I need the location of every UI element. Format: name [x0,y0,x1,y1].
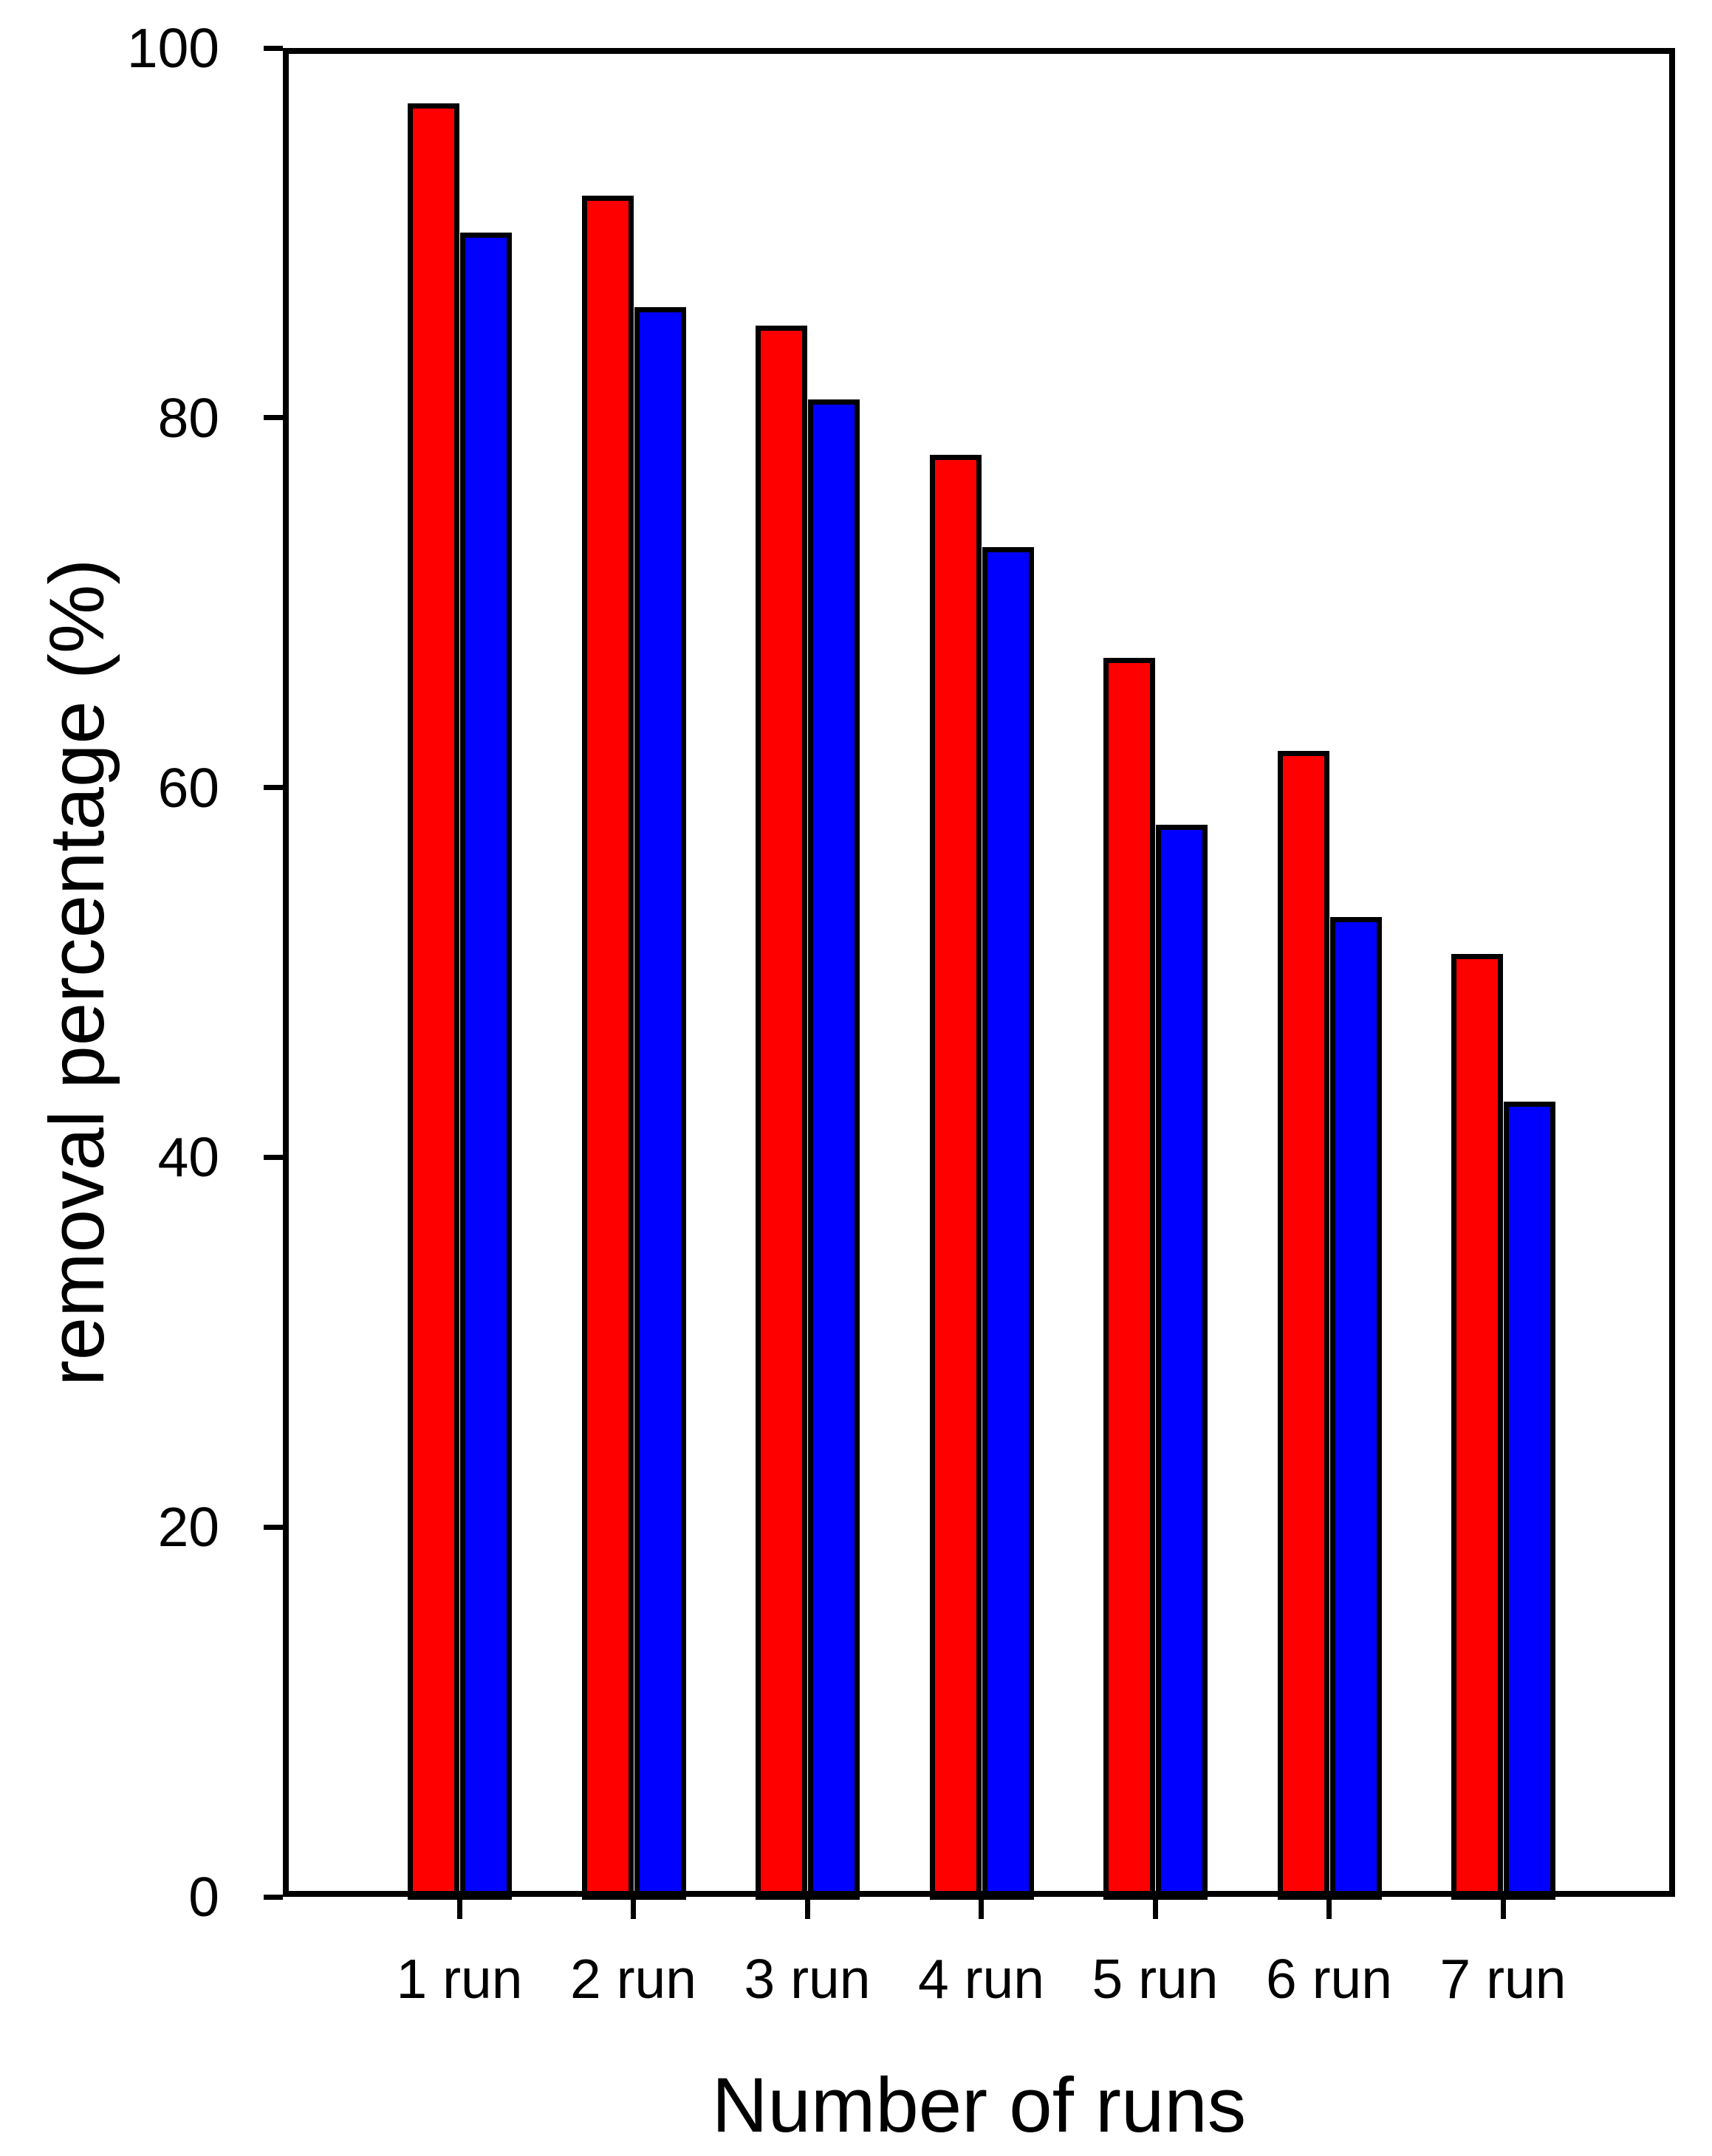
x-tick-label-7-run: 7 run [1439,1948,1567,2010]
x-tick-label-1-run: 1 run [396,1948,523,2010]
x-tick-label-3-run: 3 run [744,1948,871,2010]
x-axis-title: Number of runs [711,2062,1247,2149]
bar-blue-6-run [1329,916,1382,1900]
y-tick-0 [264,1894,283,1900]
y-tick-label-100: 100 [126,17,219,79]
x-tick-7-run [1500,1897,1506,1919]
y-tick-20 [264,1524,283,1530]
y-tick-label-40: 40 [157,1126,219,1189]
y-tick-label-0: 0 [188,1866,219,1928]
bar-red-5-run [1103,658,1155,1900]
x-tick-6-run [1326,1897,1332,1919]
bar-blue-7-run [1504,1102,1555,1900]
y-tick-100 [264,45,283,51]
y-tick-label-20: 20 [157,1496,219,1559]
bar-red-2-run [581,196,634,1900]
x-tick-label-2-run: 2 run [570,1948,696,2010]
y-axis-title: removal percentage (%) [34,558,120,1387]
x-tick-1-run [456,1897,462,1919]
y-tick-60 [264,785,283,791]
bar-blue-1-run [460,233,512,1900]
bar-blue-3-run [808,399,860,1900]
bar-red-3-run [756,325,807,1900]
y-tick-label-80: 80 [157,386,219,449]
bar-red-1-run [408,103,459,1900]
x-tick-label-6-run: 6 run [1266,1948,1392,2010]
x-tick-label-4-run: 4 run [918,1948,1044,2010]
bar-red-4-run [929,454,982,1900]
bar-blue-5-run [1156,824,1208,1900]
x-tick-label-5-run: 5 run [1092,1948,1219,2010]
bar-red-7-run [1451,953,1503,1900]
bar-red-6-run [1277,750,1329,1900]
x-tick-5-run [1152,1897,1158,1919]
x-tick-4-run [979,1897,984,1919]
x-tick-2-run [631,1897,636,1919]
y-tick-80 [264,415,283,421]
x-tick-3-run [804,1897,810,1919]
bar-blue-4-run [982,547,1034,1900]
y-tick-label-60: 60 [157,756,219,819]
y-tick-40 [264,1154,283,1160]
bar-blue-2-run [634,306,686,1900]
